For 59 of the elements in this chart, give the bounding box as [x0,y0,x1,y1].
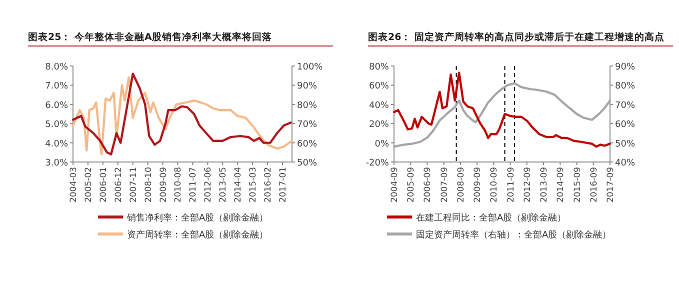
x-tick-label: 2007-09 [440,167,450,203]
x-tick-label: 2007-11 [128,167,139,203]
y-tick-label: 3.0% [45,158,68,168]
x-tick-label: 2005-09 [406,167,417,203]
x-tick-label: 2008-09 [456,167,466,203]
x-tick-label: 2006-09 [423,167,434,203]
y2-tick-label: 40% [615,158,636,168]
y2-tick-label: 60% [615,120,636,130]
y2-tick-label: 50% [615,139,636,150]
y2-tick-label: 80% [615,82,636,92]
x-tick-label: 2014-09 [556,167,566,203]
y-tick-label: 6.0% [45,100,68,111]
y-tick-label: 8.0% [45,62,68,72]
y-tick-label: 0% [374,139,390,150]
x-tick-label: 2011-09 [506,167,516,203]
y-tick-label: 5.0% [45,120,68,130]
x-tick-label: 2013-05 [218,167,229,203]
x-tick-label: 2012-06 [204,167,214,203]
y2-tick-label: 90% [297,82,318,92]
y-tick-label: 60% [368,82,390,92]
legend-label: 销售净利率：全部A股（剔除金融） [126,212,268,224]
x-tick-label: 2017-01 [278,167,288,203]
x-tick-label: 2016-09 [589,167,600,203]
legend-label: 资产周转率：全部A股（剔除金融） [127,230,268,240]
x-tick-label: 2005-02 [84,167,94,203]
x-tick-label: 2009-09 [158,167,169,203]
x-tick-label: 2013-09 [540,167,550,203]
y-tick-label: 7.0% [45,82,68,92]
x-tick-label: 2008-10 [144,167,154,203]
legend-label: 固定资产周转率（右轴）：全部A股（剔除金融） [416,230,612,240]
x-tick-label: 2016-02 [264,167,274,203]
x-tick-label: 2004-09 [390,167,400,203]
chart-title: 图表26： 固定资产周转率的高点同步或滞后于在建工程增速的高点 [368,31,665,43]
y-tick-label: 80% [368,62,390,72]
y-tick-label: 20% [368,120,390,130]
chart-title: 图表25： 今年整体非金融A股销售净利率大概率将回落 [28,31,273,43]
x-tick-label: 2010-08 [174,167,184,203]
x-tick-label: 2006-12 [114,167,124,203]
x-tick-label: 2010-09 [490,167,500,203]
y2-tick-label: 70% [297,120,318,130]
x-tick-label: 2004-03 [69,167,79,203]
y2-tick-label: 70% [615,100,636,111]
x-tick-label: 2014-04 [234,167,244,203]
y2-tick-label: 100% [297,62,324,72]
x-tick-label: 2015-09 [572,167,583,203]
y2-tick-label: 50% [297,158,318,168]
x-tick-label: 2012-09 [522,167,533,203]
y2-tick-label: 80% [297,100,318,111]
legend-label: 在建工程同比：全部A股（剔除金融） [416,212,566,224]
y-tick-label: 4.0% [45,139,68,150]
x-tick-label: 2009-09 [473,167,484,203]
y2-tick-label: 90% [615,62,636,72]
x-tick-label: 2006-01 [98,167,109,203]
y-tick-label: -20% [366,158,390,168]
y-tick-label: 40% [368,100,390,111]
y2-tick-label: 60% [297,139,318,150]
x-tick-label: 2011-07 [188,167,199,203]
x-tick-label: 2017-09 [606,167,616,203]
x-tick-label: 2015-03 [248,167,259,203]
